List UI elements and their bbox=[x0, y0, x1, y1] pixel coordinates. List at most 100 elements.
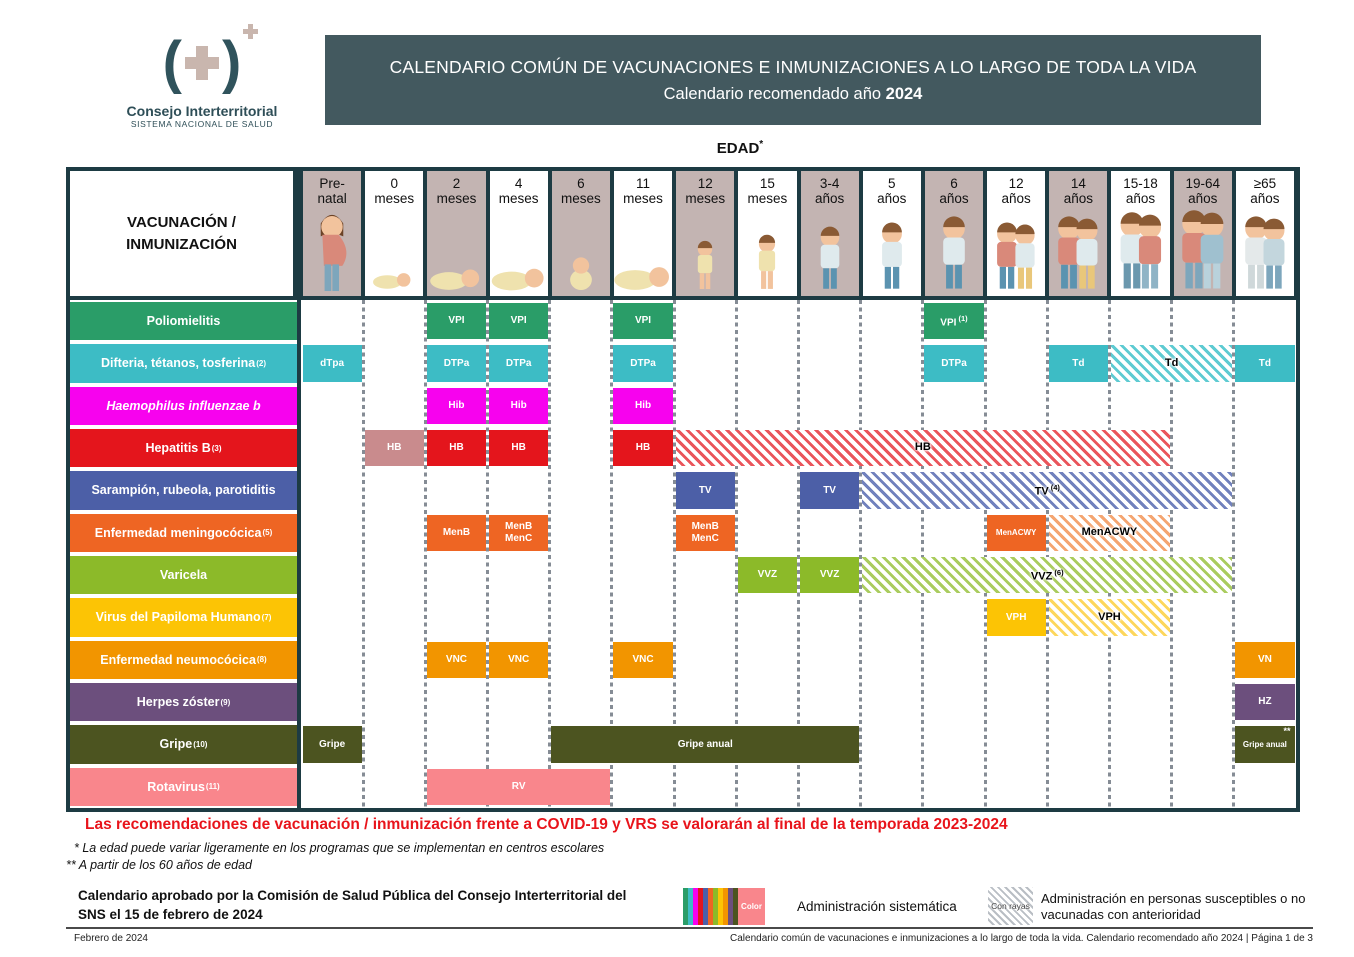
age-label-bottom: meses bbox=[436, 191, 477, 206]
vaccine-cell-vvz: VVZ bbox=[800, 557, 860, 594]
vaccine-cell-gripe-anual: ** Gripe anual bbox=[1235, 726, 1295, 763]
title-banner: CALENDARIO COMÚN DE VACUNACIONES E INMUN… bbox=[325, 35, 1261, 125]
vaccine-cell-vpi: VPI bbox=[613, 303, 673, 340]
age-label-bottom: meses bbox=[685, 191, 726, 206]
vaccine-cell-gripe: Gripe bbox=[302, 726, 362, 763]
logo-big-cross-icon bbox=[185, 46, 219, 80]
table-corner-header: VACUNACIÓN / INMUNIZACIÓN bbox=[70, 171, 293, 296]
vaccine-cell-td: Td bbox=[1110, 345, 1233, 382]
column-separator bbox=[921, 300, 925, 808]
age-icon-teen-pair bbox=[987, 200, 1045, 295]
age-label-bottom: meses bbox=[747, 191, 788, 206]
legend-stripe bbox=[733, 888, 738, 925]
page-title: CALENDARIO COMÚN DE VACUNACIONES E INMUN… bbox=[389, 56, 1197, 77]
age-column-header: 19-64 años bbox=[1173, 171, 1232, 296]
logo-paren-left: ( bbox=[162, 30, 182, 95]
column-separator bbox=[983, 300, 987, 808]
age-label-bottom: natal bbox=[317, 191, 347, 206]
column-separator bbox=[423, 300, 427, 808]
vaccine-cell-menb: MenB MenC bbox=[489, 514, 549, 551]
legend-stripe bbox=[708, 888, 713, 925]
age-label-top: 15-18 bbox=[1123, 176, 1158, 191]
row-label: Difteria, tétanos, tosferina (2) bbox=[70, 344, 297, 383]
age-label-top: 14 bbox=[1070, 176, 1086, 191]
age-label-bottom: años bbox=[1001, 191, 1031, 206]
vaccine-cell-hb: HB bbox=[489, 430, 549, 467]
age-column-header: 5 años bbox=[862, 171, 921, 296]
age-column-header: 3-4 años bbox=[800, 171, 859, 296]
age-column-header: Pre-natal bbox=[303, 171, 362, 296]
vaccine-cell-vvz: VVZ bbox=[737, 557, 797, 594]
age-column-header: 15 meses bbox=[738, 171, 797, 296]
column-separator bbox=[797, 300, 800, 808]
subtitle-year: 2024 bbox=[885, 84, 923, 103]
age-label-bottom: años bbox=[1250, 191, 1280, 206]
vaccine-cell-td: Td bbox=[1048, 345, 1108, 382]
age-icon-child bbox=[801, 200, 859, 295]
legend-hatch-box-label: Con rayas bbox=[991, 900, 1030, 911]
logo-org-name: Consejo Interterritorial bbox=[126, 103, 278, 119]
age-icon-standing-toddler bbox=[738, 200, 796, 295]
age-icon-lying-baby bbox=[427, 200, 485, 295]
vaccine-cell-gripe-anual: Gripe anual bbox=[551, 726, 860, 763]
age-column-header: 6 años bbox=[924, 171, 984, 296]
age-icon-child bbox=[925, 200, 983, 295]
legend-stripe bbox=[728, 888, 733, 925]
age-icon-sitting-baby bbox=[552, 200, 610, 295]
column-separator bbox=[486, 300, 490, 808]
age-label-bottom: meses bbox=[374, 191, 415, 206]
vaccination-table: VACUNACIÓN / INMUNIZACIÓN Pre-natal 0 mese… bbox=[66, 167, 1300, 812]
vaccine-cell-dtpa: DTPa bbox=[489, 345, 549, 382]
legend-stripe bbox=[703, 888, 708, 925]
vaccine-cell-menacwy: MenACWY bbox=[1048, 514, 1171, 551]
row-label: Virus del Papiloma Humano (7) bbox=[70, 598, 297, 637]
logo-small-cross-icon bbox=[243, 24, 258, 39]
row-label: Enfermedad meningocócica (5) bbox=[70, 513, 297, 552]
column-separator bbox=[859, 300, 863, 808]
vaccine-cell-tv: TV bbox=[800, 472, 860, 509]
age-icon-pregnant-woman bbox=[303, 200, 361, 295]
vaccine-cell-menacwy: MenACWY bbox=[986, 514, 1046, 551]
footer-date: Febrero de 2024 bbox=[74, 933, 148, 944]
legend-stripe bbox=[723, 888, 728, 925]
vaccine-cell-menb: MenB MenC bbox=[675, 514, 735, 551]
age-label-bottom: meses bbox=[623, 191, 663, 206]
row-label-col: Poliomielitis Difteria, tétanos, tosferin… bbox=[70, 300, 297, 808]
row-label: Gripe (10) bbox=[70, 725, 297, 764]
vaccine-cell-vvz: VVZ (6) bbox=[862, 557, 1233, 594]
vaccine-cell-hib: Hib bbox=[613, 387, 673, 424]
age-icon-newborn-baby bbox=[365, 200, 423, 295]
column-separator bbox=[361, 300, 365, 808]
vaccine-cell-hz: HZ bbox=[1235, 684, 1295, 721]
age-column-header: 2 meses bbox=[427, 171, 486, 296]
vaccine-cell-vph: VPH bbox=[1048, 599, 1171, 636]
legend-stripe bbox=[688, 888, 693, 925]
logo: ( ) Consejo Interterritorial SISTEMA NAC… bbox=[112, 24, 292, 129]
age-label-bottom: años bbox=[1063, 191, 1093, 206]
age-label-top: 12 bbox=[697, 176, 713, 191]
covid-note: Las recomendaciones de vacunación / inmu… bbox=[85, 816, 1008, 833]
vaccine-cell-hb: HB bbox=[426, 430, 487, 467]
age-label-bottom: años bbox=[939, 191, 969, 206]
age-label-bottom: años bbox=[877, 191, 907, 206]
column-separator bbox=[1170, 300, 1174, 808]
age-icon-crawling-baby bbox=[614, 200, 672, 295]
vaccine-cell-dtpa: dTpa bbox=[302, 345, 362, 382]
age-icon-lying-baby bbox=[490, 200, 548, 295]
legend-color-box: Color bbox=[738, 888, 765, 925]
vaccine-cell-rv: RV bbox=[426, 768, 611, 805]
footer-divider bbox=[66, 927, 1313, 929]
age-icon-adult-pair bbox=[1174, 200, 1232, 295]
age-icon-young-adult-pair bbox=[1112, 200, 1170, 295]
vaccine-cell-menb: MenB bbox=[426, 514, 487, 551]
legend-stripe bbox=[713, 888, 718, 925]
vaccine-cell-vnc: VNC bbox=[426, 641, 487, 678]
legend-stripe bbox=[718, 888, 723, 925]
vaccine-cell-vpi: VPI bbox=[426, 303, 487, 340]
vaccine-cell-dtpa: DTPa bbox=[924, 345, 984, 382]
logo-paren-right: ) bbox=[222, 30, 242, 95]
vaccine-cell-hib: Hib bbox=[489, 387, 549, 424]
age-column-header: 12 meses bbox=[676, 171, 735, 296]
vaccine-cell-vph: VPH bbox=[986, 599, 1046, 636]
